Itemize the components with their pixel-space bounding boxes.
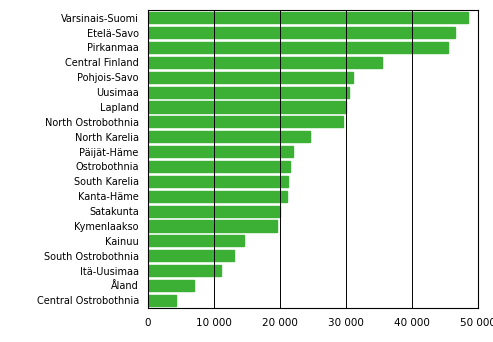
Bar (148, 87, 350, 98)
Bar (148, 161, 290, 172)
Bar (148, 101, 346, 113)
Bar (148, 57, 383, 68)
Bar (148, 71, 352, 83)
Bar (148, 220, 277, 232)
Bar (148, 131, 310, 142)
Bar (148, 280, 194, 291)
Bar (148, 146, 293, 157)
Bar (148, 265, 220, 276)
Bar (148, 42, 449, 53)
Bar (148, 176, 288, 187)
Bar (148, 295, 176, 306)
Bar (148, 235, 244, 247)
Bar (148, 12, 468, 23)
Bar (148, 250, 234, 261)
Bar (148, 190, 286, 202)
Bar (148, 27, 455, 38)
Bar (148, 206, 280, 217)
Bar (148, 116, 343, 128)
